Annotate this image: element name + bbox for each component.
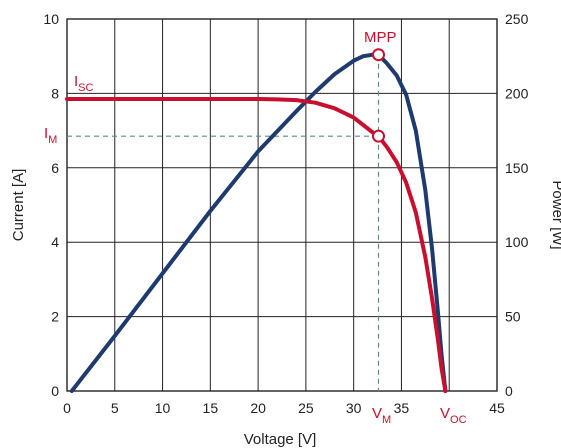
- x-tick-label: 0: [63, 400, 71, 416]
- vm-label: VM: [372, 405, 391, 426]
- x-tick-label: 35: [394, 400, 410, 416]
- mpp-marker: [372, 48, 386, 62]
- y-axis-title-right: Power [W]: [549, 180, 561, 249]
- y-tick-label-right: 100: [505, 234, 529, 250]
- x-tick-label: 15: [203, 400, 219, 416]
- x-tick-label: 10: [155, 400, 171, 416]
- im-marker: [372, 129, 386, 143]
- mpp-label: MPP: [364, 29, 397, 46]
- mpp-guide-lines: [67, 54, 380, 391]
- markers: [372, 48, 386, 143]
- im-label: IM: [44, 125, 57, 146]
- y-tick-label-left: 2: [51, 309, 59, 325]
- y-tick-label-left: 4: [51, 234, 59, 250]
- y-tick-label-left: 10: [43, 11, 59, 27]
- y-axis-title-left: Current [A]: [10, 169, 27, 242]
- y-tick-label-left: 0: [51, 383, 59, 399]
- current-curve-line: [65, 97, 448, 393]
- grid: [66, 18, 498, 392]
- plot-frame: [66, 18, 498, 392]
- y-tick-label-left: 6: [51, 160, 59, 176]
- x-tick-label: 45: [489, 400, 505, 416]
- voc-label: VOC: [440, 405, 467, 426]
- series: [65, 52, 448, 393]
- y-tick-label-left: 8: [51, 85, 59, 101]
- y-tick-label-right: 50: [505, 309, 521, 325]
- x-tick-label: 25: [298, 400, 314, 416]
- y-tick-label-right: 0: [505, 383, 513, 399]
- isc-label: ISC: [74, 73, 94, 94]
- x-tick-label: 20: [250, 400, 266, 416]
- x-axis-title: Voltage [V]: [244, 431, 317, 448]
- x-tick-label: 30: [346, 400, 362, 416]
- y-tick-label-right: 250: [505, 11, 529, 27]
- y-tick-label-right: 200: [505, 85, 529, 101]
- x-tick-label: 5: [111, 400, 119, 416]
- y-tick-label-right: 150: [505, 160, 529, 176]
